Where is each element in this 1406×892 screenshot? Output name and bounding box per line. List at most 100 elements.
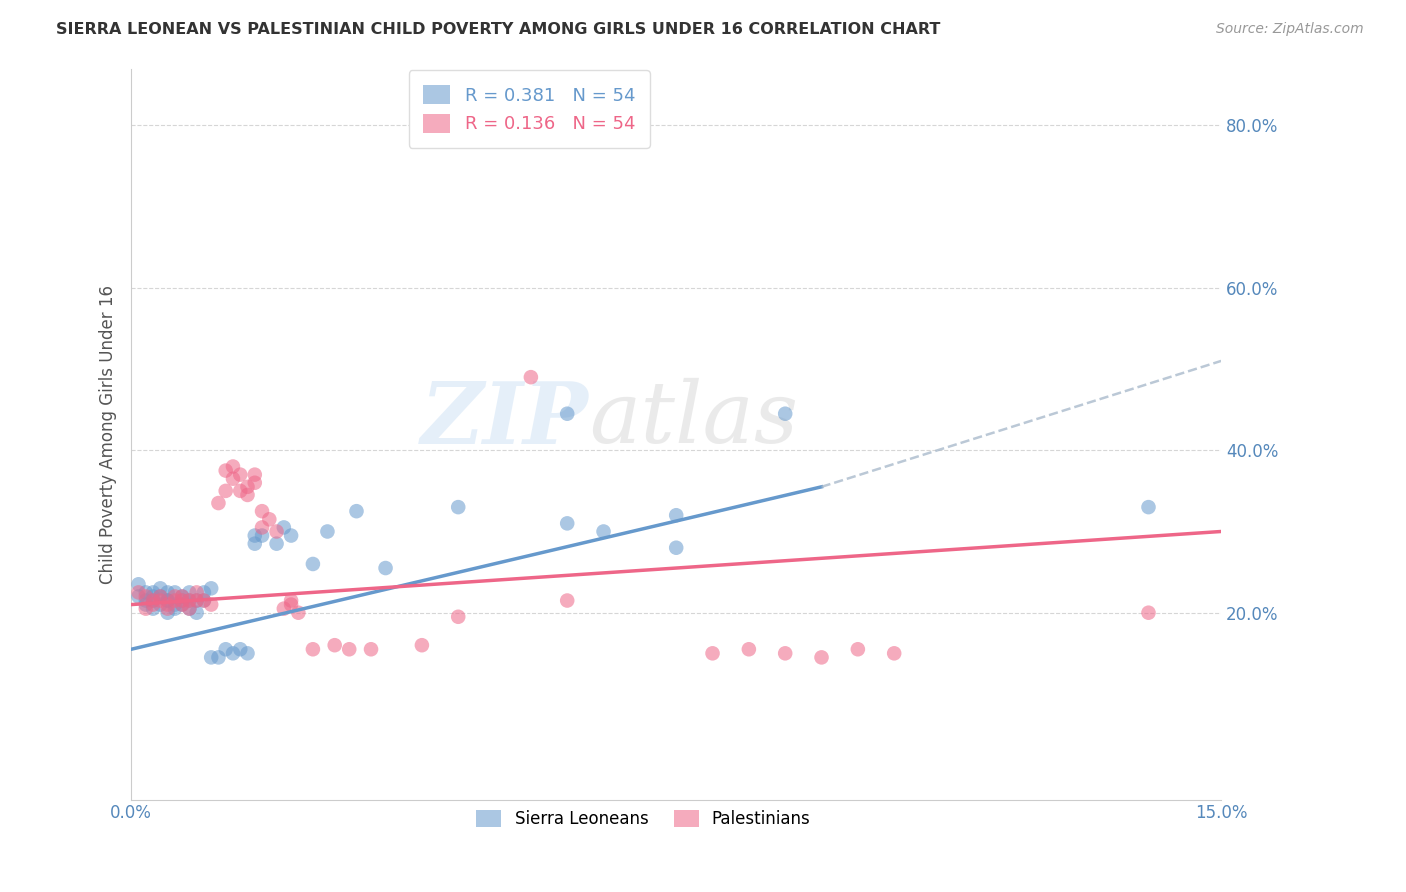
Point: [186, 593, 208, 607]
Point: [1137, 606, 1160, 620]
Point: [179, 585, 201, 599]
Point: [149, 590, 172, 604]
Point: [665, 541, 688, 555]
Point: [142, 601, 165, 615]
Point: [243, 475, 266, 490]
Point: [411, 638, 433, 652]
Point: [135, 585, 157, 599]
Point: [846, 642, 869, 657]
Point: [193, 593, 215, 607]
Point: [135, 598, 157, 612]
Point: [142, 590, 165, 604]
Point: [142, 593, 165, 607]
Point: [302, 642, 325, 657]
Point: [243, 528, 266, 542]
Point: [163, 585, 186, 599]
Point: [156, 585, 179, 599]
Point: [149, 590, 172, 604]
Point: [200, 582, 222, 596]
Point: [520, 370, 543, 384]
Point: [266, 536, 288, 550]
Point: [665, 508, 688, 523]
Text: ZIP: ZIP: [422, 377, 589, 461]
Point: [186, 606, 208, 620]
Point: [273, 601, 295, 615]
Point: [447, 500, 470, 515]
Point: [280, 528, 302, 542]
Point: [316, 524, 339, 539]
Point: [243, 536, 266, 550]
Point: [135, 601, 157, 615]
Point: [179, 601, 201, 615]
Point: [156, 601, 179, 615]
Point: [280, 593, 302, 607]
Point: [447, 609, 470, 624]
Point: [156, 593, 179, 607]
Point: [128, 577, 150, 591]
Point: [250, 504, 273, 518]
Point: [172, 590, 194, 604]
Point: [156, 593, 179, 607]
Point: [179, 593, 201, 607]
Point: [236, 646, 259, 660]
Point: [346, 504, 368, 518]
Point: [592, 524, 614, 539]
Point: [280, 598, 302, 612]
Point: [273, 520, 295, 534]
Point: [1137, 500, 1160, 515]
Point: [149, 593, 172, 607]
Point: [207, 650, 229, 665]
Point: [135, 593, 157, 607]
Point: [374, 561, 396, 575]
Point: [156, 598, 179, 612]
Point: [215, 642, 238, 657]
Point: [222, 646, 245, 660]
Point: [360, 642, 382, 657]
Point: [186, 585, 208, 599]
Point: [243, 467, 266, 482]
Point: [229, 642, 252, 657]
Point: [135, 590, 157, 604]
Point: [337, 642, 360, 657]
Point: [163, 590, 186, 604]
Point: [222, 459, 245, 474]
Point: [883, 646, 905, 660]
Point: [222, 472, 245, 486]
Text: SIERRA LEONEAN VS PALESTINIAN CHILD POVERTY AMONG GIRLS UNDER 16 CORRELATION CHA: SIERRA LEONEAN VS PALESTINIAN CHILD POVE…: [56, 22, 941, 37]
Point: [149, 598, 172, 612]
Point: [156, 606, 179, 620]
Point: [773, 646, 796, 660]
Point: [163, 593, 186, 607]
Point: [229, 467, 252, 482]
Point: [229, 483, 252, 498]
Point: [236, 480, 259, 494]
Point: [193, 593, 215, 607]
Text: atlas: atlas: [589, 378, 799, 461]
Point: [215, 483, 238, 498]
Point: [179, 593, 201, 607]
Point: [555, 407, 578, 421]
Point: [200, 650, 222, 665]
Point: [128, 585, 150, 599]
Point: [172, 593, 194, 607]
Point: [172, 590, 194, 604]
Point: [302, 557, 325, 571]
Point: [172, 593, 194, 607]
Point: [250, 528, 273, 542]
Text: Source: ZipAtlas.com: Source: ZipAtlas.com: [1216, 22, 1364, 37]
Point: [555, 516, 578, 531]
Point: [142, 598, 165, 612]
Point: [236, 488, 259, 502]
Point: [555, 593, 578, 607]
Point: [287, 606, 309, 620]
Point: [266, 524, 288, 539]
Point: [172, 598, 194, 612]
Y-axis label: Child Poverty Among Girls Under 16: Child Poverty Among Girls Under 16: [100, 285, 117, 583]
Point: [142, 585, 165, 599]
Point: [142, 593, 165, 607]
Point: [323, 638, 346, 652]
Point: [200, 598, 222, 612]
Point: [810, 650, 832, 665]
Point: [193, 585, 215, 599]
Point: [259, 512, 281, 526]
